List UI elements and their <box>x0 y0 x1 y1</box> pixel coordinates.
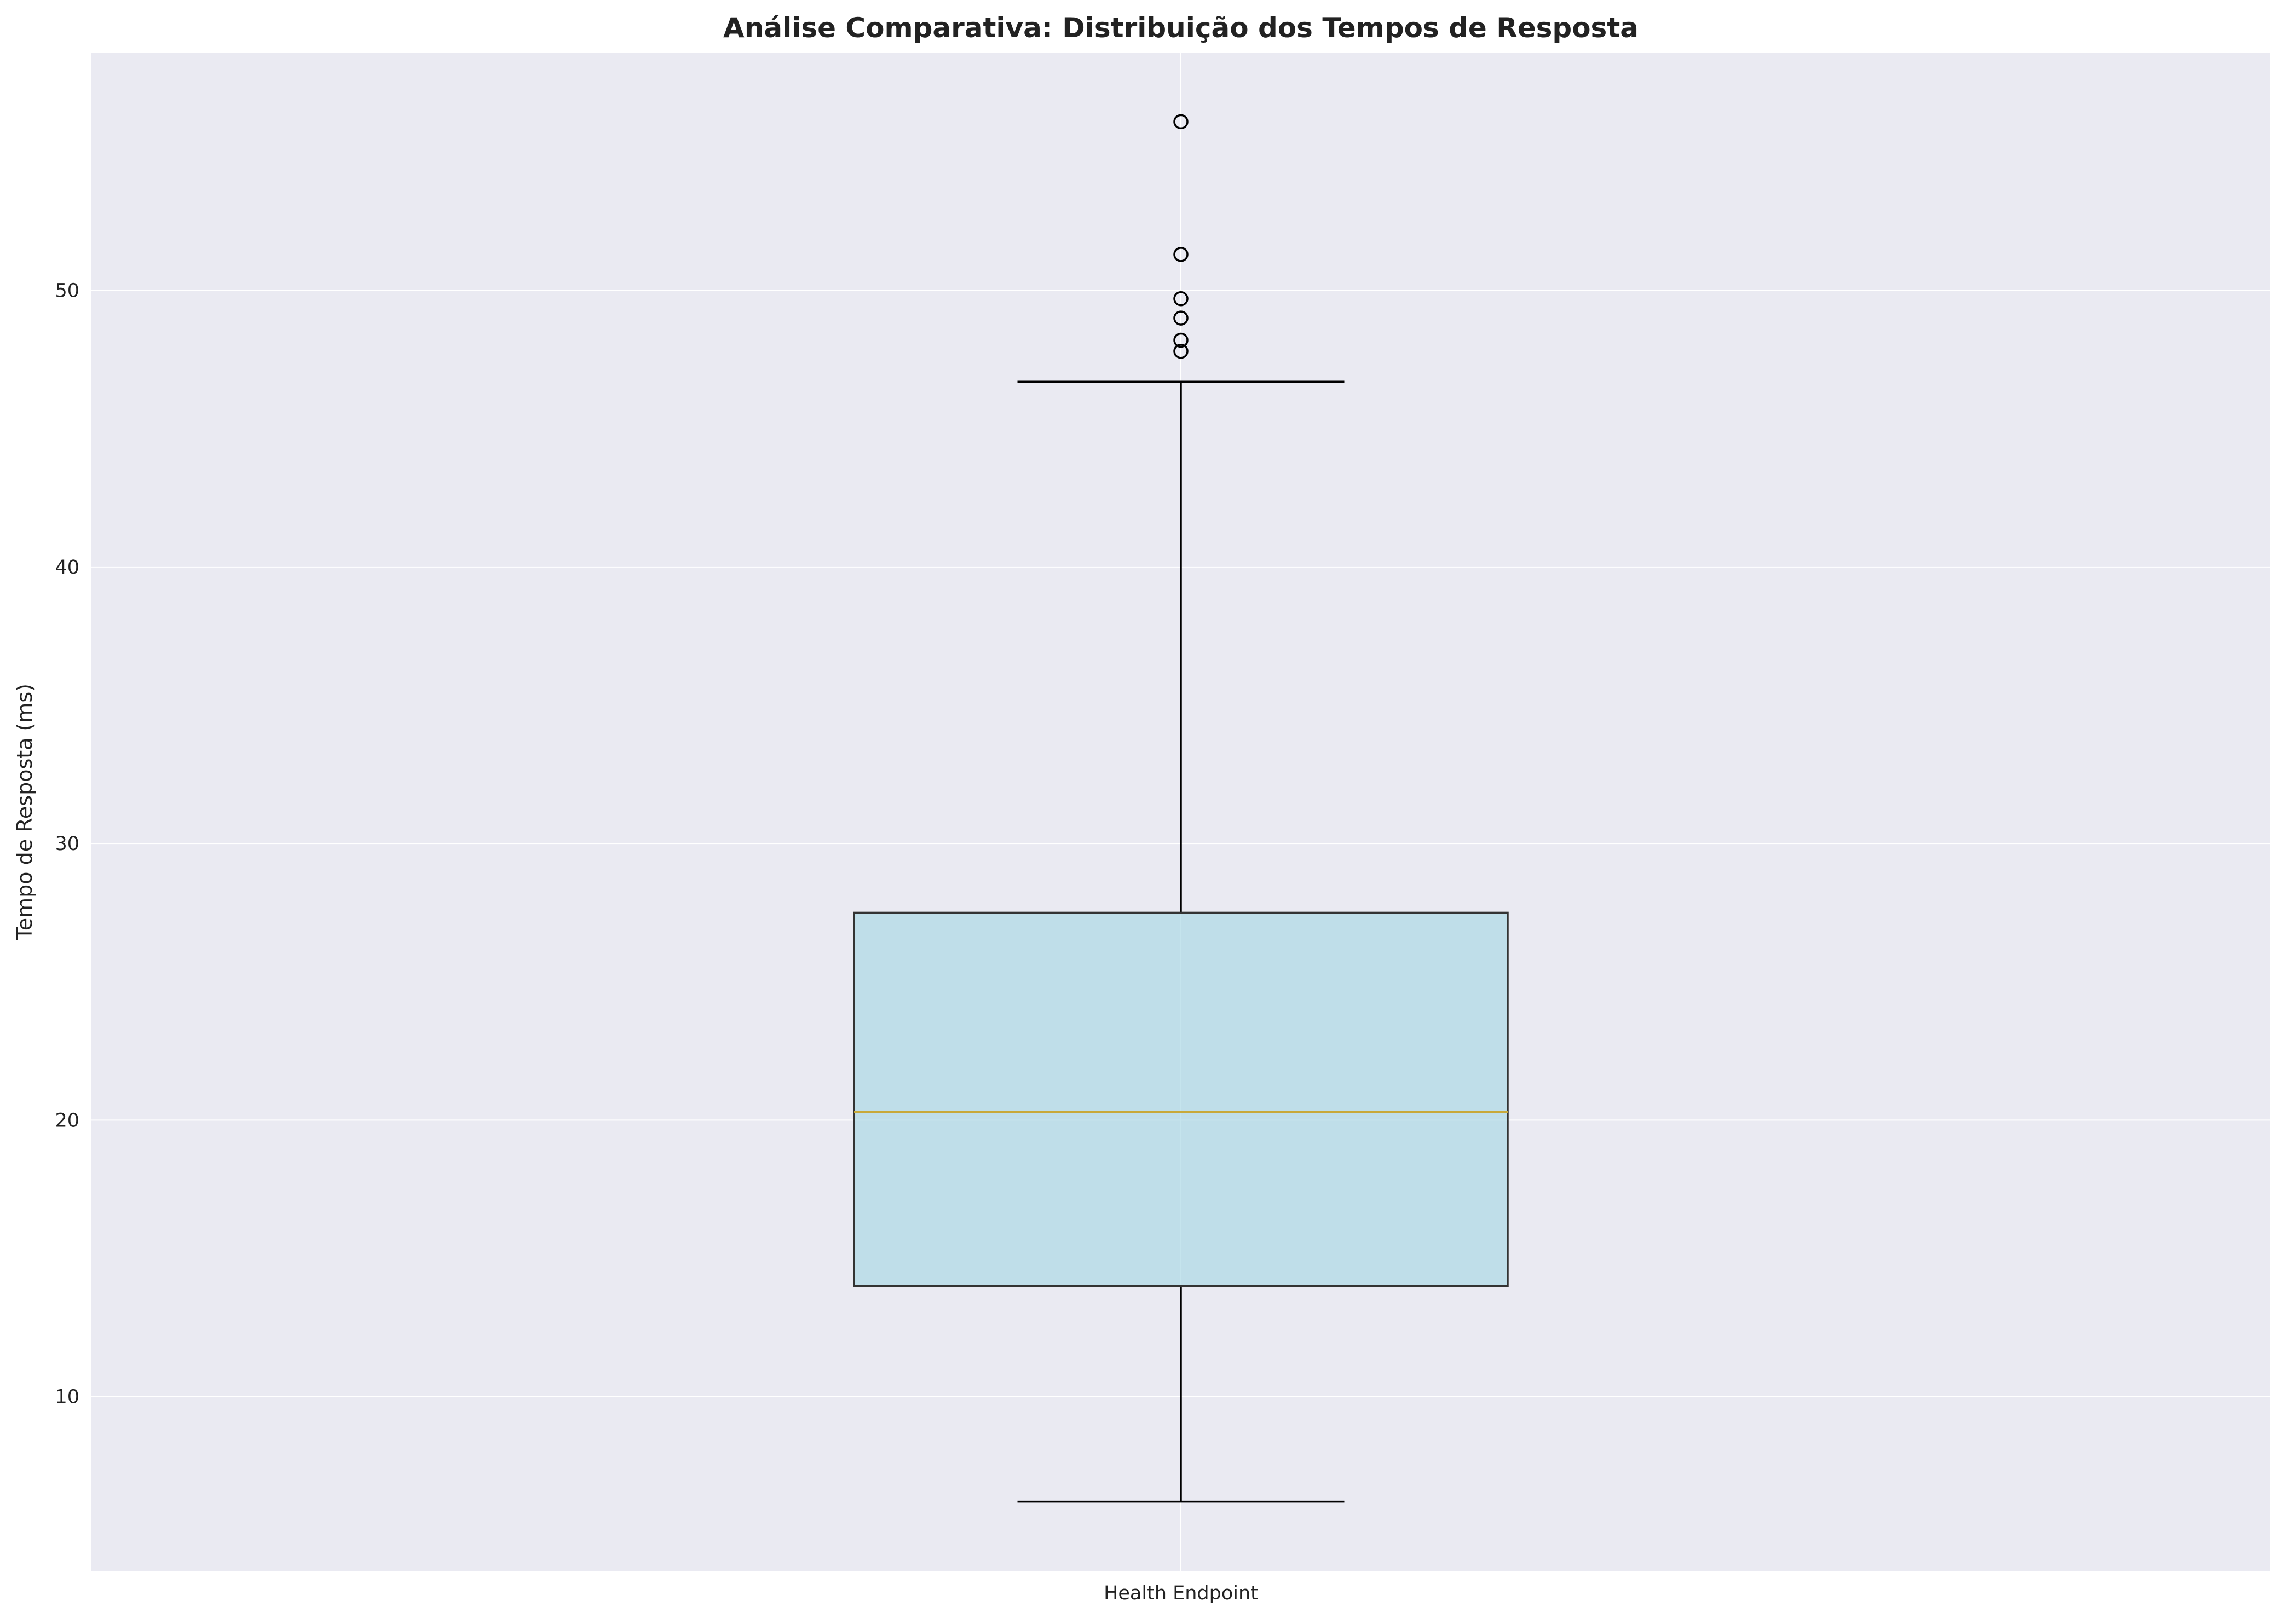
outlier-point <box>1173 114 1189 130</box>
chart-title: Análise Comparativa: Distribuição dos Te… <box>723 12 1639 44</box>
y-tick-label: 30 <box>55 833 79 855</box>
outlier-point <box>1173 247 1189 262</box>
iqr-box <box>853 911 1509 1287</box>
y-axis-label: Tempo de Resposta (ms) <box>13 684 37 940</box>
y-tick-label: 10 <box>55 1386 79 1408</box>
y-tick-label: 40 <box>55 557 79 579</box>
box-plot-marks <box>853 114 1509 1503</box>
x-tick-label: Health Endpoint <box>1104 1582 1258 1604</box>
y-tick-label: 50 <box>55 280 79 302</box>
outlier-point <box>1173 332 1189 348</box>
outlier-point <box>1173 291 1189 307</box>
y-tick-label: 20 <box>55 1109 79 1131</box>
outlier-point <box>1173 310 1189 326</box>
outlier-point <box>1173 343 1189 359</box>
axis-ticks: 10 20 30 40 50 Health Endpoint <box>55 280 1258 1604</box>
